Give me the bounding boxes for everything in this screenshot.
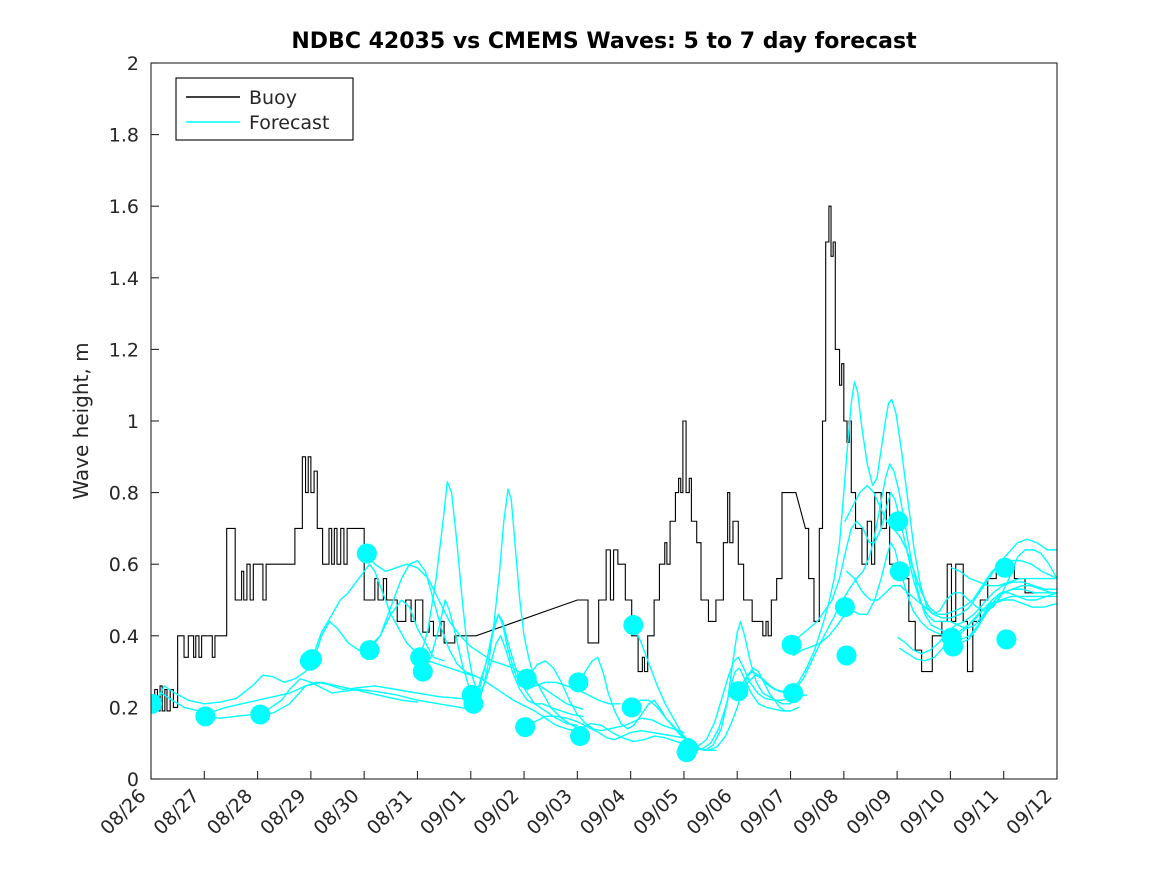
forecast-series-line [368, 559, 576, 732]
forecast-start-marker [151, 693, 163, 714]
forecast-series-line [845, 538, 1057, 619]
forecast-start-marker [570, 726, 591, 747]
y-tick-label: 0.8 [109, 483, 139, 505]
forecast-series-line [899, 588, 1057, 662]
forecast-start-marker [515, 717, 536, 738]
forecast-series-line [151, 681, 419, 714]
forecast-series-line [897, 581, 1057, 655]
forecast-series-line [259, 681, 477, 716]
legend-label-buoy: Buoy [249, 87, 297, 109]
y-tick-label: 0.2 [109, 697, 139, 719]
y-tick-label: 1 [127, 411, 139, 433]
forecast-start-marker [996, 629, 1017, 650]
y-tick-label: 0.4 [109, 626, 139, 648]
y-axis-title: Wave height, m [69, 342, 93, 499]
legend-background [175, 77, 354, 141]
forecast-series-line [526, 660, 685, 734]
forecast-start-marker [356, 543, 377, 564]
forecast-start-marker [783, 683, 804, 704]
forecast-start-marker [623, 615, 644, 636]
forecast-series-line [950, 567, 1057, 587]
forecast-start-marker [250, 704, 271, 725]
forecast-series-line [155, 599, 445, 705]
forecast-start-marker [836, 645, 857, 666]
forecast-start-marker [195, 706, 216, 727]
forecast-series-line [311, 563, 472, 676]
forecast-series-line [577, 656, 706, 752]
forecast-start-marker [994, 557, 1015, 578]
forecast-start-marker [463, 693, 484, 714]
forecast-series-line [524, 715, 693, 741]
forecast-series-line [687, 656, 808, 750]
y-tick-label: 1.2 [109, 339, 139, 361]
forecast-start-marker [728, 681, 749, 702]
forecast-series-line [792, 542, 1057, 657]
forecast-series-line [471, 613, 621, 705]
forecast-start-marker [516, 668, 537, 689]
chart-title: NDBC 42035 vs CMEMS Waves: 5 to 7 day fo… [291, 29, 917, 54]
forecast-series-line [952, 595, 1057, 641]
chart-legend[interactable]: Buoy Forecast [175, 77, 354, 141]
y-tick-label: 0 [127, 769, 139, 791]
forecast-start-marker [359, 640, 380, 661]
forecast-series-line [632, 620, 792, 752]
forecast-start-marker [781, 634, 802, 655]
forecast-series-line [472, 635, 584, 718]
y-axis-ticks: 0 0.2 0.4 0.6 0.8 1 1.2 1.4 1.6 1.8 2 [109, 53, 159, 791]
forecast-start-marker [888, 511, 909, 532]
forecast-start-marker [889, 561, 910, 582]
forecast-start-marker [568, 672, 589, 693]
forecast-series-line [419, 481, 581, 730]
y-tick-label: 1.4 [109, 268, 139, 290]
y-tick-label: 1.6 [109, 196, 139, 218]
forecast-series-line [366, 552, 584, 710]
forecast-series-line [685, 667, 800, 753]
forecast-start-marker [301, 649, 322, 670]
legend-label-forecast: Forecast [249, 112, 329, 134]
buoy-series-line [152, 205, 1036, 712]
forecast-start-marker [678, 738, 699, 759]
forecast-start-marker [943, 636, 964, 657]
forecast-start-marker [412, 661, 433, 682]
y-tick-label: 2 [127, 53, 139, 75]
forecast-start-marker [621, 697, 642, 718]
forecast-series-line [631, 667, 792, 752]
plot-frame [150, 62, 1058, 780]
y-tick-label: 0.6 [109, 554, 139, 576]
y-tick-label: 1.8 [109, 125, 139, 147]
forecast-start-markers [151, 511, 1017, 763]
forecast-start-marker [834, 597, 855, 618]
